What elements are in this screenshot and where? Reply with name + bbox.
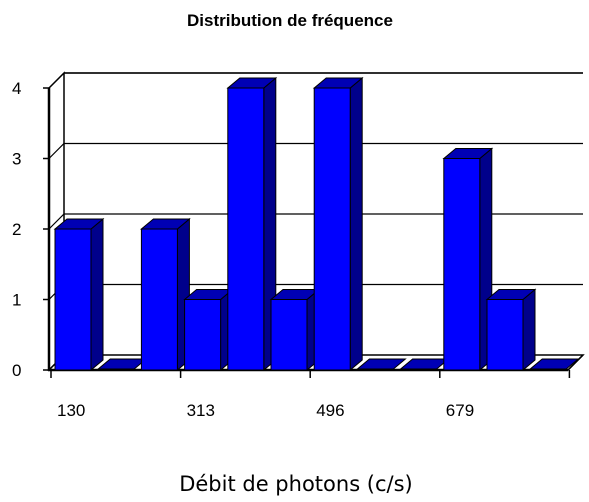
bar [528, 358, 580, 370]
bar-side [90, 217, 104, 372]
bar [312, 76, 364, 372]
bar-side [349, 76, 363, 372]
y-tick-label: 2 [12, 220, 21, 239]
bar [269, 288, 321, 372]
y-tick-label: 0 [12, 361, 21, 380]
y-tick-label: 1 [12, 291, 21, 310]
bar [485, 288, 537, 372]
bar-front [270, 299, 308, 371]
bar-front [486, 299, 524, 371]
x-tick-label: 130 [57, 401, 85, 420]
bar-front [184, 299, 222, 371]
bar [442, 147, 494, 372]
bar [183, 288, 234, 372]
bar-front [313, 87, 351, 371]
grid-line [48, 72, 583, 89]
y-axis-ticks: 0 1 2 3 4 [12, 79, 49, 380]
bar-front [54, 228, 92, 371]
bar-front [227, 87, 265, 371]
bar-front [140, 228, 178, 371]
bars [53, 76, 580, 372]
y-tick-label: 3 [12, 150, 21, 169]
chart-title: Distribution de fréquence [187, 11, 393, 30]
grid-line [48, 142, 583, 159]
bar [140, 217, 191, 372]
x-axis-label: Débit de photons (c/s) [179, 472, 413, 496]
x-axis-ticks: 130 313 496 679 [50, 370, 571, 420]
grid-line [48, 213, 583, 230]
bar-top [528, 358, 580, 370]
bar-front [443, 158, 481, 371]
bar-side [522, 288, 536, 372]
bar-top [356, 358, 407, 370]
x-tick-label: 313 [187, 401, 215, 420]
y-tick-label: 4 [12, 79, 21, 98]
bar [226, 76, 278, 372]
bar [53, 217, 105, 372]
x-tick-label: 679 [446, 401, 474, 420]
bar [356, 358, 407, 370]
x-tick-label: 496 [316, 401, 344, 420]
floor-right-edge [567, 354, 584, 371]
